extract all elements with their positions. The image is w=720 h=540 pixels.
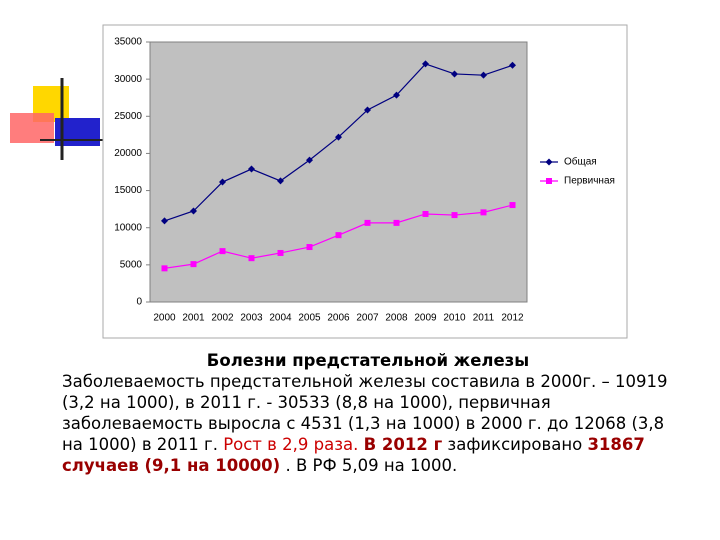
marker [422,210,429,217]
text-segment: Заболеваемость предстательной железы сос… [62,372,668,454]
chart: 0 5000 10000 15000 20000 25000 30000 35000 2000 2… [10,24,628,339]
marker [451,70,458,78]
x-tick-label: 2008 [385,313,408,324]
marker [546,178,552,184]
marker [219,178,226,186]
marker [545,158,553,166]
text-segment: В 2012 г [363,435,443,454]
deco-red [10,113,54,143]
marker [509,61,516,69]
y-tick-label: 0 [136,297,142,308]
marker [364,106,371,114]
marker [480,209,487,216]
marker [393,219,400,226]
marker [248,255,255,262]
y-tick-label: 30000 [114,74,142,85]
x-tick-label: 2001 [182,313,205,324]
marker [190,207,197,215]
marker [190,261,197,268]
x-tick-label: 2000 [153,313,176,324]
marker [480,71,487,79]
x-tick-label: 2007 [356,313,379,324]
marker [219,248,226,255]
marker [277,249,284,256]
text-block: Болезни предстательной железы Заболеваем… [62,350,674,476]
marker [509,202,516,209]
x-tick-label: 2002 [211,313,234,324]
text-segment: 31867 случаев (9,1 на 10000) [62,435,645,475]
marker [277,177,284,185]
marker [161,217,168,225]
marker [306,156,313,164]
marker [306,244,313,251]
x-tick-label: 2009 [414,313,437,324]
y-tick-label: 10000 [114,222,142,233]
marker [451,212,458,219]
text-segment: зафиксировано [442,435,588,454]
text-segment: Рост в 2,9 раза. [223,435,364,454]
legend-label: Общая [564,156,597,168]
text-segment: . В РФ 5,09 на 1000. [280,456,458,475]
y-tick-label: 15000 [114,185,142,196]
text-title: Болезни предстательной железы [206,351,530,370]
x-tick-label: 2003 [240,313,263,324]
x-tick-label: 2012 [501,313,524,324]
y-tick-label: 20000 [114,148,142,159]
marker [335,232,342,239]
y-tick-label: 25000 [114,111,142,122]
marker [335,133,342,141]
x-tick-label: 2011 [473,313,495,324]
x-tick-label: 2005 [298,313,321,324]
marker [422,60,429,68]
x-tick-label: 2010 [443,313,466,324]
x-tick-label: 2004 [269,313,292,324]
marker [248,165,255,173]
legend-label: Первичная [564,176,615,187]
y-tick-label: 35000 [114,37,142,48]
y-tick-label: 5000 [120,259,143,270]
plot-area [149,41,528,303]
x-tick-label: 2006 [327,313,350,324]
marker [364,219,371,226]
paragraph: Заболеваемость предстательной железы сос… [62,371,674,476]
marker [161,265,168,272]
marker [393,91,400,99]
